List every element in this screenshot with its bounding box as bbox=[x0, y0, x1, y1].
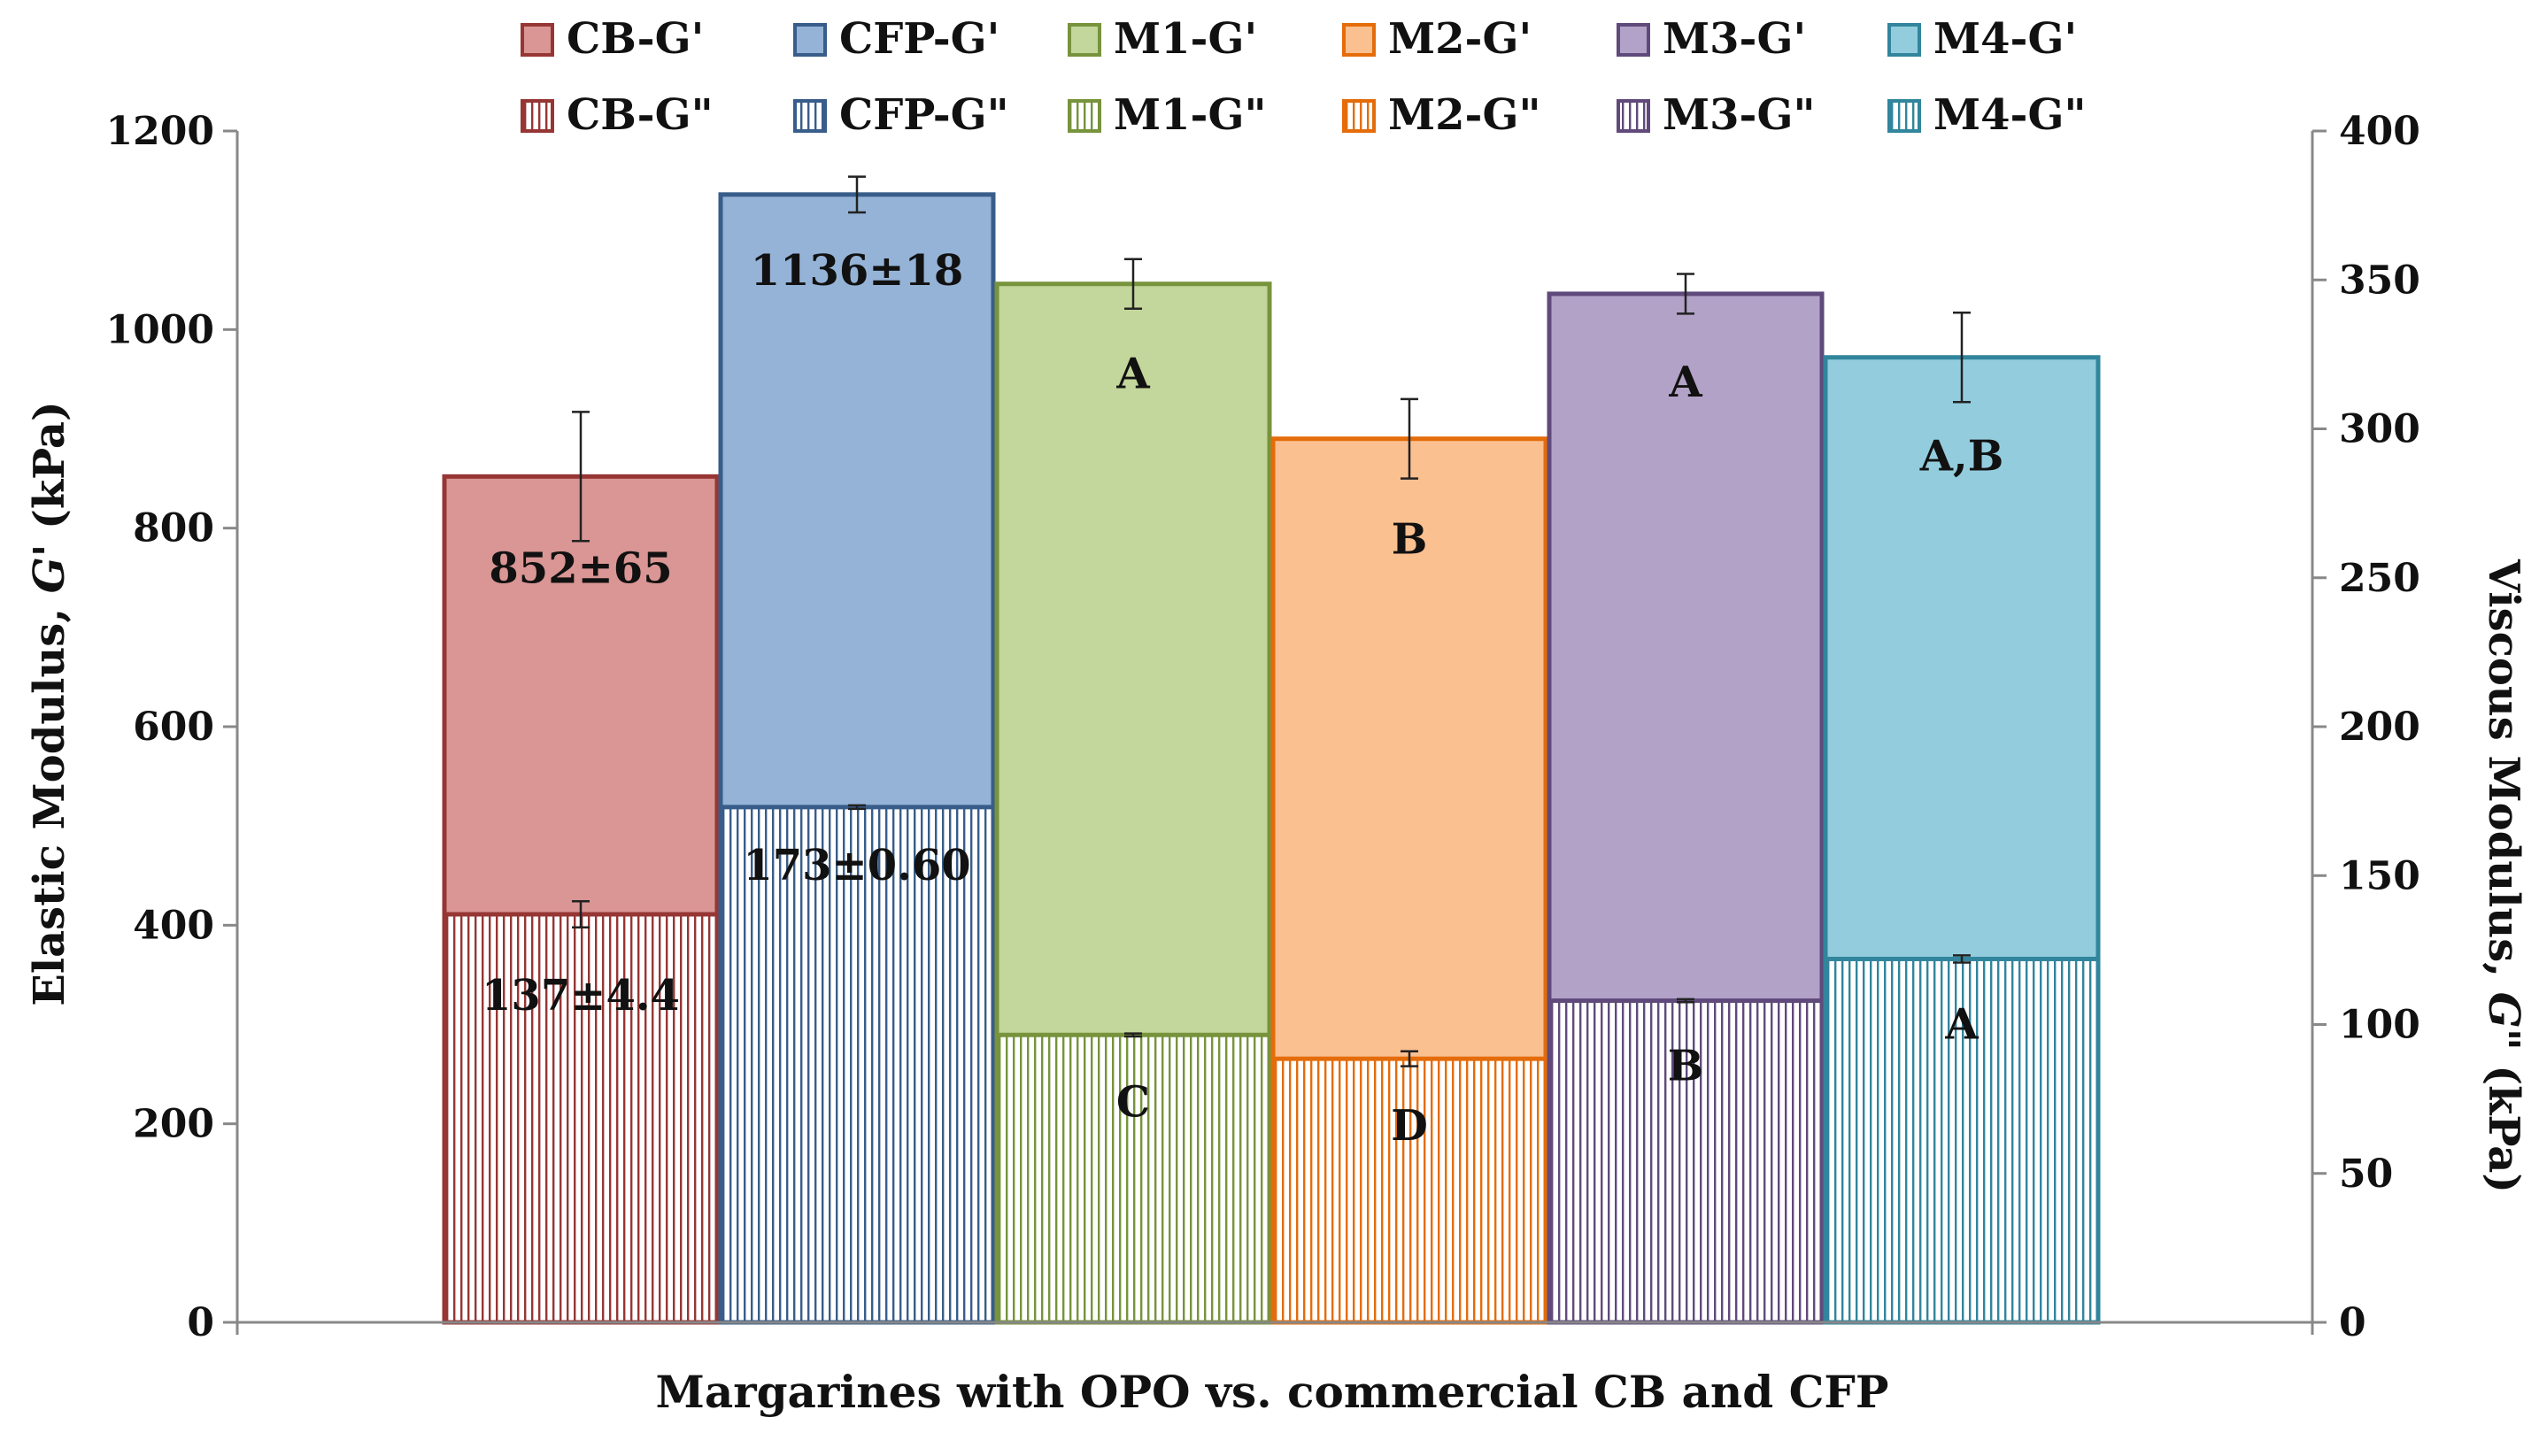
legend-item: M1-G' bbox=[1068, 14, 1257, 64]
data-label-m4-g-prime: A,B bbox=[1919, 432, 2004, 481]
y2-tick-label: 150 bbox=[2339, 853, 2420, 898]
data-label-m3-g-double-prime: B bbox=[1668, 1042, 1704, 1091]
legend-swatch bbox=[1887, 99, 1921, 133]
error-bar-m2-g-prime bbox=[1401, 397, 1418, 480]
error-bar-m3-g-double-prime bbox=[1677, 998, 1694, 1004]
y-tick-label: 1000 bbox=[106, 307, 214, 352]
y2-tick-label: 400 bbox=[2339, 109, 2420, 154]
legend-swatch bbox=[1068, 99, 1101, 133]
y2-axis-title: Viscous Modulus, G" (kPa) bbox=[2479, 559, 2528, 1193]
legend-label: CFP-G" bbox=[839, 90, 1009, 140]
y-axis-title-pre: Elastic Modulus, bbox=[25, 593, 74, 1005]
legend-label: M3-G' bbox=[1663, 14, 1806, 64]
data-label-m2-g-double-prime: D bbox=[1391, 1101, 1428, 1151]
legend-swatch bbox=[1342, 23, 1376, 57]
error-bar-m1-g-prime bbox=[1124, 258, 1142, 311]
legend-label: M3-G" bbox=[1663, 90, 1815, 140]
data-label-m2-g-prime: B bbox=[1392, 515, 1428, 565]
y-axis-title-post: (kPa) bbox=[25, 401, 74, 543]
legend-label: M1-G" bbox=[1114, 90, 1266, 140]
y-axis-title-var: G' bbox=[25, 544, 74, 594]
y2-tick-label: 300 bbox=[2339, 407, 2420, 452]
y2-tick-label: 350 bbox=[2339, 258, 2420, 303]
x-axis-title: Margarines with OPO vs. commercial CB an… bbox=[656, 1366, 1889, 1418]
data-label-cfp-g-prime: 1136±18 bbox=[751, 246, 964, 296]
legend-item: M3-G' bbox=[1617, 14, 1806, 64]
error-bar-m4-g-double-prime bbox=[1953, 954, 1971, 964]
legend-label: M1-G' bbox=[1114, 14, 1257, 64]
data-label-m3-g-prime: A bbox=[1668, 358, 1702, 407]
error-bar-cfp-g-prime bbox=[848, 175, 866, 214]
legend: CB-G' CFP-G' M1-G' M2-G' M3-G' M4-G' CB-G" CFP-… bbox=[521, 14, 2086, 140]
data-labels: 852±65 137±4.4 1136±18 173±0.60 A C B D A B A,B A bbox=[482, 246, 2003, 1151]
legend-item: CB-G" bbox=[521, 90, 714, 140]
axes: 0 200 400 600 800 1000 1200 0 50 100 150 200 250 300 3… bbox=[106, 109, 2420, 1345]
legend-item: M4-G' bbox=[1887, 14, 2077, 64]
legend-swatch bbox=[1068, 23, 1101, 57]
y-tick-label: 800 bbox=[133, 506, 214, 551]
error-bar-cb-g-prime bbox=[572, 411, 590, 543]
y2-axis-title-post: (kPa) bbox=[2479, 1051, 2528, 1193]
legend-swatch bbox=[793, 99, 827, 133]
legend-swatch bbox=[1342, 99, 1376, 133]
legend-item: M1-G" bbox=[1068, 90, 1266, 140]
y2-axis-title-pre: Viscous Modulus, bbox=[2479, 559, 2528, 992]
bar-m1-g-double-prime bbox=[994, 1032, 1272, 1325]
legend-label: M4-G" bbox=[1933, 90, 2086, 140]
legend-item: M2-G" bbox=[1342, 90, 1540, 140]
y-tick-label: 0 bbox=[187, 1300, 214, 1345]
y2-tick-label: 250 bbox=[2339, 556, 2420, 601]
y-tick-label: 600 bbox=[133, 705, 214, 750]
legend-swatch bbox=[1617, 23, 1650, 57]
y-axis-title: Elastic Modulus, G' (kPa) bbox=[25, 401, 74, 1005]
legend-item: CFP-G" bbox=[793, 90, 1009, 140]
g-prime-bars bbox=[442, 192, 2101, 1325]
data-label-cb-g-double-prime: 137±4.4 bbox=[482, 971, 680, 1021]
bar-m2-g-double-prime bbox=[1270, 1056, 1548, 1325]
error-bars bbox=[572, 175, 1971, 1067]
legend-label: M2-G' bbox=[1388, 14, 1532, 64]
bar-cb-g-double-prime bbox=[442, 912, 720, 1325]
y2-tick-label: 200 bbox=[2339, 705, 2420, 750]
legend-swatch bbox=[1887, 23, 1921, 57]
error-bar-cb-g-double-prime bbox=[572, 899, 590, 929]
legend-label: CB-G' bbox=[567, 14, 704, 64]
error-bar-m4-g-prime bbox=[1953, 312, 1971, 404]
legend-item: M4-G" bbox=[1887, 90, 2086, 140]
data-label-cfp-g-double-prime: 173±0.60 bbox=[743, 841, 970, 890]
y2-tick-label: 50 bbox=[2339, 1152, 2393, 1197]
error-bar-m2-g-double-prime bbox=[1401, 1050, 1418, 1067]
y2-axis-title-var: G" bbox=[2479, 992, 2528, 1051]
legend-label: CB-G" bbox=[567, 90, 714, 140]
legend-label: CFP-G' bbox=[839, 14, 999, 64]
legend-swatch bbox=[521, 99, 554, 133]
y-tick-label: 200 bbox=[133, 1102, 214, 1147]
bar-cfp-g-double-prime bbox=[718, 805, 996, 1325]
y-tick-label: 400 bbox=[133, 903, 214, 948]
y2-tick-label: 100 bbox=[2339, 1003, 2420, 1048]
data-label-m1-g-double-prime: C bbox=[1116, 1077, 1150, 1127]
legend-swatch bbox=[521, 23, 554, 57]
error-bar-m1-g-double-prime bbox=[1124, 1032, 1142, 1038]
legend-item: CFP-G' bbox=[793, 14, 999, 64]
y2-tick-label: 0 bbox=[2339, 1300, 2366, 1345]
legend-swatch bbox=[1617, 99, 1650, 133]
data-label-m4-g-double-prime: A bbox=[1944, 999, 1979, 1049]
error-bar-cfp-g-double-prime bbox=[848, 804, 866, 811]
legend-label: M4-G' bbox=[1933, 14, 2077, 64]
error-bar-m3-g-prime bbox=[1677, 273, 1694, 315]
legend-label: M2-G" bbox=[1388, 90, 1540, 140]
y-tick-label: 1200 bbox=[106, 109, 214, 154]
data-label-m1-g-prime: A bbox=[1115, 350, 1150, 399]
legend-item: CB-G' bbox=[521, 14, 704, 64]
data-label-cb-g-prime: 852±65 bbox=[489, 543, 672, 593]
legend-swatch bbox=[793, 23, 827, 57]
legend-item: M3-G" bbox=[1617, 90, 1815, 140]
bar-m4-g-double-prime bbox=[1823, 956, 2101, 1325]
legend-item: M2-G' bbox=[1342, 14, 1532, 64]
